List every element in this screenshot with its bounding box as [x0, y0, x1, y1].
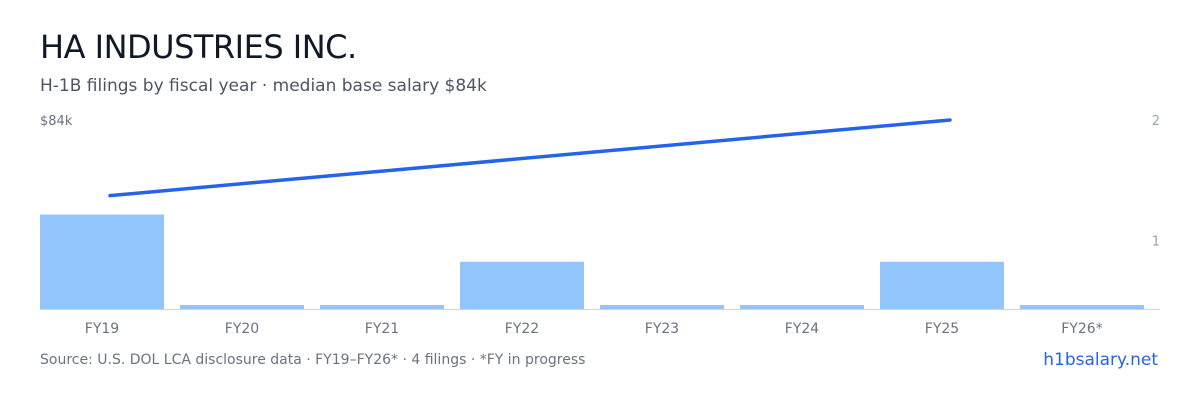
- x-tick-label: FY25: [925, 321, 959, 337]
- bar-fy22: [460, 261, 584, 309]
- bar-fy19: [40, 214, 164, 309]
- bar-fy21: [320, 305, 444, 309]
- bar-fy26-partial: [1020, 305, 1144, 309]
- x-tick-label: FY22: [505, 321, 539, 337]
- chart-subtitle: H-1B filings by fiscal year · median bas…: [40, 76, 487, 96]
- salary-line-layer: [108, 118, 952, 198]
- bar-fy23: [600, 305, 724, 309]
- bar-fy20: [180, 305, 304, 309]
- x-tick-label: FY23: [645, 321, 679, 337]
- data-source-note: Source: U.S. DOL LCA disclosure data · F…: [40, 352, 586, 368]
- y-right-tick-label: 1: [1152, 235, 1160, 250]
- chart-title: HA INDUSTRIES INC.: [40, 28, 357, 66]
- site-link[interactable]: h1bsalary.net: [1043, 350, 1158, 370]
- bars-layer: [40, 214, 1144, 309]
- x-tick-label: FY24: [785, 321, 820, 337]
- y-right-tick-labels: 12: [1152, 114, 1160, 250]
- x-tick-label: FY21: [365, 321, 399, 337]
- x-tick-labels: FY19 FY20 FY21 FY22 FY23 FY24 FY25 FY26*: [85, 321, 1103, 337]
- y-left-tick-labels: $84k: [40, 114, 73, 129]
- bar-fy25: [880, 261, 1004, 309]
- y-left-tick-label: $84k: [40, 114, 73, 129]
- x-tick-label: FY20: [225, 321, 259, 337]
- x-tick-label: FY19: [85, 321, 119, 337]
- bar-fy24: [740, 305, 864, 309]
- median-salary-line: [108, 118, 952, 198]
- x-tick-label: FY26*: [1061, 321, 1102, 337]
- y-right-tick-label: 2: [1152, 114, 1160, 129]
